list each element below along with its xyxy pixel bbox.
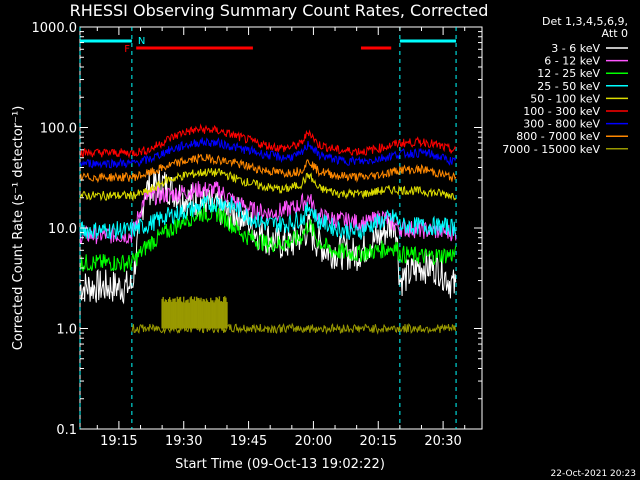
x-tick-label: 20:30 <box>424 434 461 449</box>
night-flag-label: N <box>138 36 145 47</box>
y-axis-label: Corrected Count Rate (s⁻¹ detector⁻¹) <box>11 106 26 351</box>
legend-label: 300 - 800 keV <box>523 118 600 131</box>
legend-header-2: Att 0 <box>602 27 628 40</box>
series-line-3 <box>79 195 457 240</box>
series-line-8 <box>131 322 456 335</box>
x-tick-label: 19:30 <box>165 434 202 449</box>
x-axis: 19:15 19:30 19:45 20:00 20:15 20:30 <box>96 27 466 449</box>
footer-date: 22-Oct-2021 20:23 <box>551 469 636 479</box>
x-tick-label: 20:15 <box>360 434 397 449</box>
series-line-1 <box>79 181 457 245</box>
legend-label: 3 - 6 keV <box>551 42 600 55</box>
series-line-6 <box>79 137 457 169</box>
series-line-2 <box>79 202 457 272</box>
series-line-4 <box>79 168 457 202</box>
x-tick-label: 19:15 <box>100 434 137 449</box>
y-tick-label: 1000.0 <box>32 21 78 36</box>
legend-label: 50 - 100 keV <box>530 92 600 105</box>
legend-label: 100 - 300 keV <box>523 105 600 118</box>
x-tick-label: 20:00 <box>295 434 332 449</box>
y-axis: 0.1 1.0 10.0 100.0 1000.0 <box>32 21 482 438</box>
x-axis-label: Start Time (09-Oct-13 19:02:22) <box>175 457 385 472</box>
series-line-7 <box>79 153 457 184</box>
chart-title: RHESSI Observing Summary Count Rates, Co… <box>70 1 489 20</box>
y-tick-label: 0.1 <box>56 423 77 438</box>
legend-label: 25 - 50 keV <box>537 80 600 93</box>
series-line-5 <box>79 123 457 159</box>
legend-label: 800 - 7000 keV <box>516 130 600 143</box>
flare-flag-label: F <box>124 44 130 55</box>
y-tick-label: 100.0 <box>40 122 77 137</box>
legend-label: 7000 - 15000 keV <box>502 143 600 156</box>
y-tick-label: 10.0 <box>48 222 77 237</box>
x-tick-label: 19:45 <box>230 434 267 449</box>
plot-area: NF <box>79 26 483 430</box>
legend-label: 12 - 25 keV <box>537 67 600 80</box>
legend-label: 6 - 12 keV <box>544 55 600 68</box>
legend-header-1: Det 1,3,4,5,6,9, <box>542 15 628 28</box>
y-tick-label: 1.0 <box>56 323 77 338</box>
